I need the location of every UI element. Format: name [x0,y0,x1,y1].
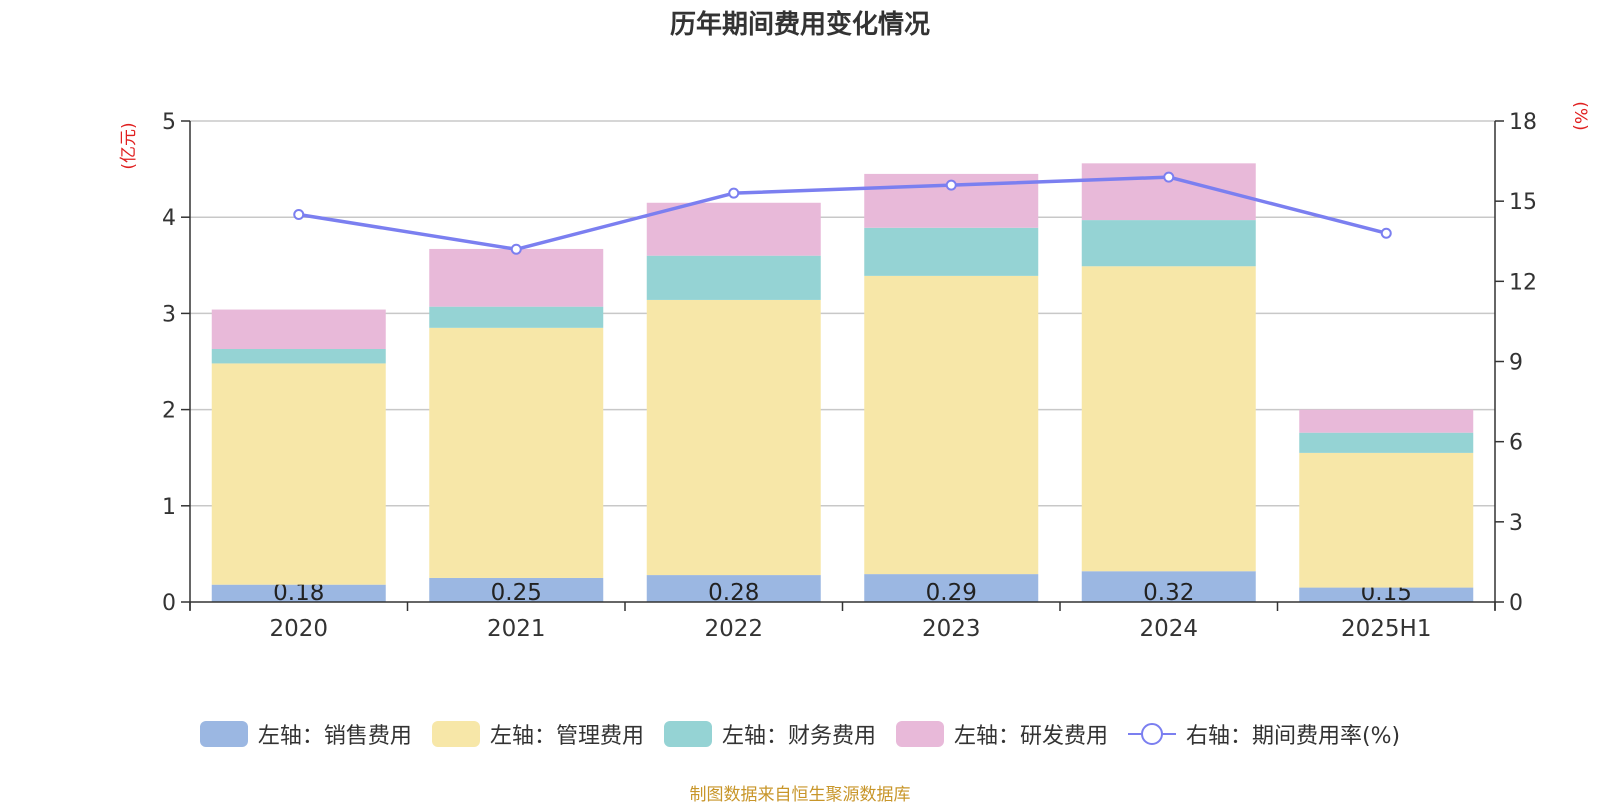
source-note: 制图数据来自恒生聚源数据库 [689,785,911,805]
bar-segment-2 [429,306,604,328]
expense-rate-point [728,187,740,199]
bar-segment-0 [864,574,1039,602]
legend-line-marker-icon [1127,721,1176,747]
y-right-tick-label: 0 [1509,591,1523,616]
bar-segment-3 [646,202,821,256]
bar-segment-1 [1081,266,1256,572]
bar-segment-1 [1299,452,1474,588]
legend-swatch [663,721,712,747]
expense-rate-point [1380,227,1392,239]
expense-rate-point [510,243,522,255]
bar-segment-1 [646,299,821,576]
y-right-tick-label: 15 [1509,190,1537,215]
y-right-tick-label: 18 [1509,110,1537,135]
legend-label: 左轴：财务费用 [721,724,876,749]
bar-segment-2 [1081,220,1256,267]
legend-swatch [895,721,944,747]
bar-segment-2 [864,227,1039,276]
y-left-unit-label: (亿元) [119,122,139,169]
expense-rate-line [298,175,1387,252]
bar-segment-2 [646,255,821,300]
x-tick-label: 2023 [922,616,981,642]
legend-label: 左轴：研发费用 [953,724,1108,749]
expense-rate-point [1163,171,1175,183]
bar-segment-2 [1299,432,1474,453]
y-right-tick-label: 6 [1509,431,1523,456]
y-right-unit-label: (%) [1570,101,1590,130]
legend-item[interactable]: 左轴：销售费用 [199,718,412,750]
bar-segment-0 [646,575,821,602]
x-tick-label: 2020 [269,616,328,642]
bar-segment-0 [1299,587,1474,602]
x-tick-label: 2024 [1139,616,1198,642]
y-left-tick-label: 3 [162,302,176,327]
y-right-tick-label: 9 [1509,351,1523,376]
x-tick-label: 2022 [704,616,763,642]
chart-title: 历年期间费用变化情况 [669,10,930,40]
y-right-tick-label: 3 [1509,511,1523,536]
x-tick-label: 2025H1 [1341,616,1431,642]
y-left-tick-label: 2 [162,399,176,424]
legend-swatch [431,721,480,747]
bar-segment-0 [211,584,386,602]
legend-item[interactable]: 左轴：研发费用 [895,718,1108,750]
bar-segment-1 [211,363,386,585]
legend: 左轴：销售费用 左轴：管理费用 左轴：财务费用 左轴：研发费用 右轴：期间费用率(%) [0,718,1600,750]
bar-segment-2 [211,348,386,364]
y-left-tick-label: 0 [162,591,176,616]
bar-segment-1 [864,275,1039,575]
expense-rate-point [293,209,305,221]
legend-item[interactable]: 右轴：期间费用率(%) [1127,718,1401,750]
bar-segment-1 [429,327,604,578]
legend-item[interactable]: 左轴：财务费用 [663,718,876,750]
bar-segment-3 [211,309,386,349]
bar-segment-3 [429,248,604,307]
expense-rate-point [945,179,957,191]
y-left-tick-label: 4 [162,206,176,231]
x-tick-label: 2021 [487,616,546,642]
legend-swatch [199,721,248,747]
y-right-tick-label: 12 [1509,270,1537,295]
bar-segment-0 [429,577,604,602]
y-left-tick-label: 1 [162,495,176,520]
y-left-tick-label: 5 [162,110,176,135]
legend-label: 右轴：期间费用率(%) [1185,724,1401,749]
legend-item[interactable]: 左轴：管理费用 [431,718,644,750]
bar-segment-0 [1081,571,1256,602]
legend-label: 左轴：管理费用 [489,724,644,749]
bar-segment-3 [1299,409,1474,433]
legend-label: 左轴：销售费用 [257,724,412,749]
